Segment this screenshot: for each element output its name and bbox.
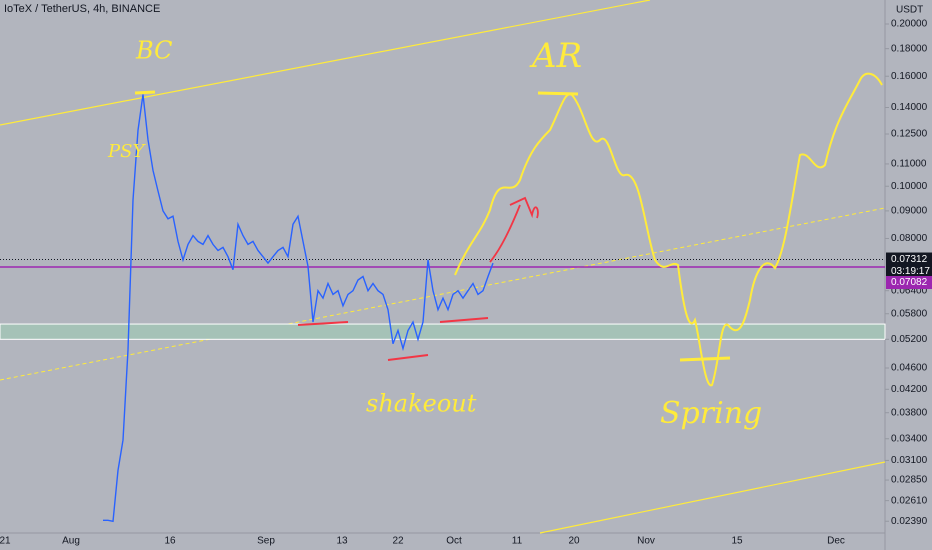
y-tick-label: 0.03800 <box>891 407 928 418</box>
x-tick-label: 20 <box>568 536 580 547</box>
price-line <box>103 94 494 523</box>
y-tick-label: 0.16000 <box>891 71 928 82</box>
x-tick-label: 11 <box>512 536 523 547</box>
support-zone <box>0 323 886 340</box>
y-tick-label: 0.04600 <box>891 363 928 374</box>
y-tick-label: 0.02390 <box>891 516 928 527</box>
chart-title: IoTeX / TetherUS, 4h, BINANCE <box>4 3 160 15</box>
x-tick-label: 16 <box>164 536 176 547</box>
x-tick-label: Nov <box>637 536 655 547</box>
y-tick-label: 0.10000 <box>891 181 928 192</box>
y-tick-label: 0.06400 <box>891 285 928 296</box>
y-tick-label: 0.08000 <box>891 233 928 244</box>
x-tick-label: Sep <box>257 536 275 547</box>
yellow-marks <box>134 90 731 362</box>
x-tick-label: 21 <box>0 536 11 547</box>
x-tick-label: 13 <box>336 536 348 547</box>
x-tick-label: Dec <box>827 536 845 547</box>
y-tick-label: 0.05200 <box>891 334 928 345</box>
x-tick-label: Aug <box>62 536 80 547</box>
projection-path <box>454 72 883 387</box>
annotation-spring: Spring <box>660 396 762 431</box>
red-arrow <box>489 196 539 263</box>
channel-mid <box>0 207 886 381</box>
y-tick-label: 0.09000 <box>891 206 928 217</box>
x-tick-label: 22 <box>392 536 404 547</box>
x-tick-label: Oct <box>446 536 462 547</box>
y-tick-label: 0.18000 <box>891 43 928 54</box>
y-tick-label: 0.04200 <box>891 384 928 395</box>
x-tick-label: 15 <box>731 536 743 547</box>
y-tick-label: 0.02610 <box>891 495 928 506</box>
annotation-shakeout: shakeout <box>366 390 477 418</box>
y-tick-label: 0.05800 <box>891 308 928 319</box>
red-underlines <box>297 317 489 361</box>
annotation-bc: BC <box>135 37 172 65</box>
channel-upper <box>0 0 651 126</box>
y-tick-label: 0.03100 <box>891 455 928 466</box>
annotation-ar: AR <box>529 36 582 76</box>
annotation-psy: PSY <box>107 141 146 162</box>
last-price-tag <box>886 252 932 279</box>
y-tick-label: 0.11000 <box>891 159 927 170</box>
countdown-label: 03:19:17 <box>891 266 930 277</box>
y-tick-label: 0.12500 <box>891 129 928 140</box>
last-price-label: 0.07312 <box>891 254 928 265</box>
level-price-label: 0.07082 <box>891 277 928 288</box>
level-price-tag <box>886 276 932 290</box>
y-tick-label: 0.14000 <box>891 102 928 113</box>
axis-unit: USDT <box>896 5 923 16</box>
channel-lower <box>539 461 886 534</box>
y-tick-label: 0.02850 <box>891 475 928 486</box>
y-tick-label: 0.20000 <box>891 19 928 30</box>
y-tick-label: 0.03400 <box>891 433 928 444</box>
